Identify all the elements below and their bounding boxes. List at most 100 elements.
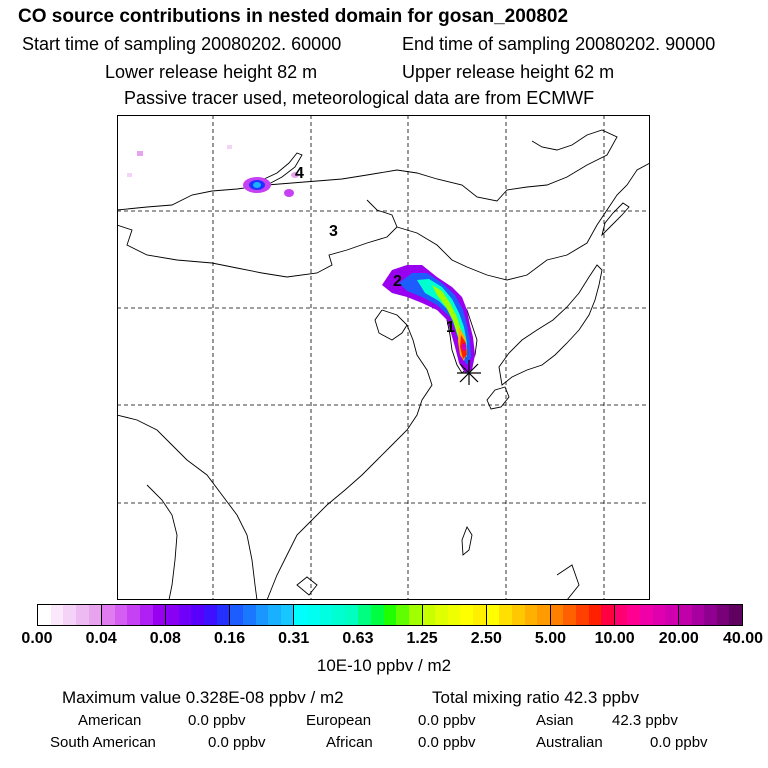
colorbar-swatch xyxy=(88,605,102,625)
map-label-2: 2 xyxy=(393,273,402,290)
island-philippines xyxy=(556,564,580,600)
plume-cell xyxy=(137,151,143,156)
colorbar-swatch xyxy=(678,605,692,625)
plume-cell xyxy=(284,189,294,197)
colorbar-swatch xyxy=(280,605,294,625)
colorbar-swatch xyxy=(691,605,705,625)
european-value: 0.0 ppbv xyxy=(418,712,476,729)
colorbar-swatch xyxy=(473,605,486,625)
colorbar-segment xyxy=(166,605,231,625)
colorbar-swatch xyxy=(63,605,76,625)
end-time-text: End time of sampling 20080202. 90000 xyxy=(402,34,716,54)
colorbar-tick-label: 0.63 xyxy=(342,630,374,647)
map-label-3: 3 xyxy=(329,223,338,240)
plume-layer xyxy=(127,145,475,373)
start-time-text: Start time of sampling 20080202. 60000 xyxy=(22,34,342,54)
colorbar-swatch xyxy=(563,605,576,625)
colorbar-swatch xyxy=(704,605,717,625)
colorbar-swatch xyxy=(486,605,500,625)
colorbar-units: 10E-10 ppbv / m2 xyxy=(316,656,452,675)
japan-honshu xyxy=(498,264,603,386)
colorbar-swatch xyxy=(396,605,409,625)
colorbar-tick-label: 1.25 xyxy=(406,630,438,647)
colorbar-swatch xyxy=(255,605,269,625)
max-value-text: Maximum value 0.328E-08 ppbv / m2 xyxy=(62,688,344,707)
colorbar-swatch xyxy=(50,605,64,625)
colorbar-segment xyxy=(230,605,295,625)
colorbar-swatch xyxy=(537,605,550,625)
colorbar-swatch xyxy=(38,605,51,625)
colorbar-swatch xyxy=(550,605,564,625)
colorbar-segment xyxy=(550,605,615,625)
colorbar-swatch xyxy=(152,605,166,625)
colorbar-tick-label: 0.16 xyxy=(213,630,246,647)
colorbar-swatch xyxy=(435,605,448,625)
colorbar-tick-label: 10.00 xyxy=(594,630,635,647)
colorbar-swatch xyxy=(729,605,743,625)
colorbar-swatch xyxy=(447,605,461,625)
map-label-1: 1 xyxy=(446,319,455,336)
colorbar-swatch xyxy=(588,605,602,625)
border-indochina xyxy=(146,484,178,600)
plot-title: CO source contributions in nested domain… xyxy=(18,6,569,27)
colorbar-tick-label: 2.50 xyxy=(470,630,502,647)
colorbar-swatch xyxy=(344,605,358,625)
receptor-stroke xyxy=(459,363,479,383)
colorbar-swatch xyxy=(499,605,512,625)
map-canvas xyxy=(117,115,650,600)
colorbar-swatch xyxy=(294,605,307,625)
colorbar-swatch xyxy=(307,605,320,625)
japan-kyushu xyxy=(486,386,510,410)
colorbar-swatch xyxy=(716,605,730,625)
colorbar-swatch xyxy=(422,605,436,625)
colorbar-swatch xyxy=(216,605,230,625)
colorbar-swatch xyxy=(178,605,192,625)
colorbar-swatch xyxy=(114,605,128,625)
island-hainan xyxy=(296,576,318,596)
colorbar-swatch xyxy=(127,605,140,625)
colorbar-swatch xyxy=(460,605,474,625)
plume-mid xyxy=(399,273,471,365)
asian-value: 42.3 ppbv xyxy=(612,712,678,729)
colorbar-segment xyxy=(486,605,551,625)
colorbar-swatch xyxy=(139,605,153,625)
colorbar-swatch xyxy=(319,605,333,625)
colorbar-swatch xyxy=(230,605,243,625)
south-american-value: 0.0 ppbv xyxy=(208,734,266,751)
map-boundaries xyxy=(117,129,650,600)
colorbar-swatch xyxy=(371,605,384,625)
colorbar-swatch xyxy=(75,605,89,625)
australian-label: Australian xyxy=(536,734,603,751)
australian-value: 0.0 ppbv xyxy=(650,734,708,751)
colorbar-swatch xyxy=(627,605,641,625)
tracer-note-text: Passive tracer used, meteorological data… xyxy=(124,88,595,108)
colorbar-swatch xyxy=(652,605,666,625)
colorbar-ticks: 0.00 0.04 0.08 0.16 0.31 0.63 1.25 2.50 5.00 10.0… xyxy=(0,630,768,650)
border-south xyxy=(117,414,258,600)
colorbar-segment xyxy=(102,605,167,625)
colorbar-swatch xyxy=(576,605,589,625)
colorbar-swatch xyxy=(204,605,217,625)
colorbar-swatch xyxy=(524,605,538,625)
plume-cell xyxy=(291,172,299,178)
map-panel: 4 3 2 1 xyxy=(117,115,650,600)
colorbar-swatch xyxy=(614,605,628,625)
colorbar-segment xyxy=(358,605,423,625)
african-value: 0.0 ppbv xyxy=(418,734,476,751)
colorbar-tick-label: 0.31 xyxy=(278,630,310,647)
colorbar xyxy=(37,604,743,626)
upper-release-height-text: Upper release height 62 m xyxy=(402,62,615,82)
colorbar-segment xyxy=(678,605,743,625)
colorbar-swatch xyxy=(242,605,256,625)
lower-release-height-text: Lower release height 82 m xyxy=(105,62,318,82)
map-frame xyxy=(117,115,650,600)
american-value: 0.0 ppbv xyxy=(188,712,246,729)
colorbar-segment xyxy=(38,605,103,625)
plume-cell xyxy=(227,145,232,149)
taiwan-island xyxy=(461,525,473,556)
total-mixing-ratio-text: Total mixing ratio 42.3 ppbv xyxy=(432,688,639,707)
colorbar-swatch xyxy=(166,605,179,625)
colorbar-swatch xyxy=(408,605,422,625)
map-label-4: 4 xyxy=(295,165,304,182)
